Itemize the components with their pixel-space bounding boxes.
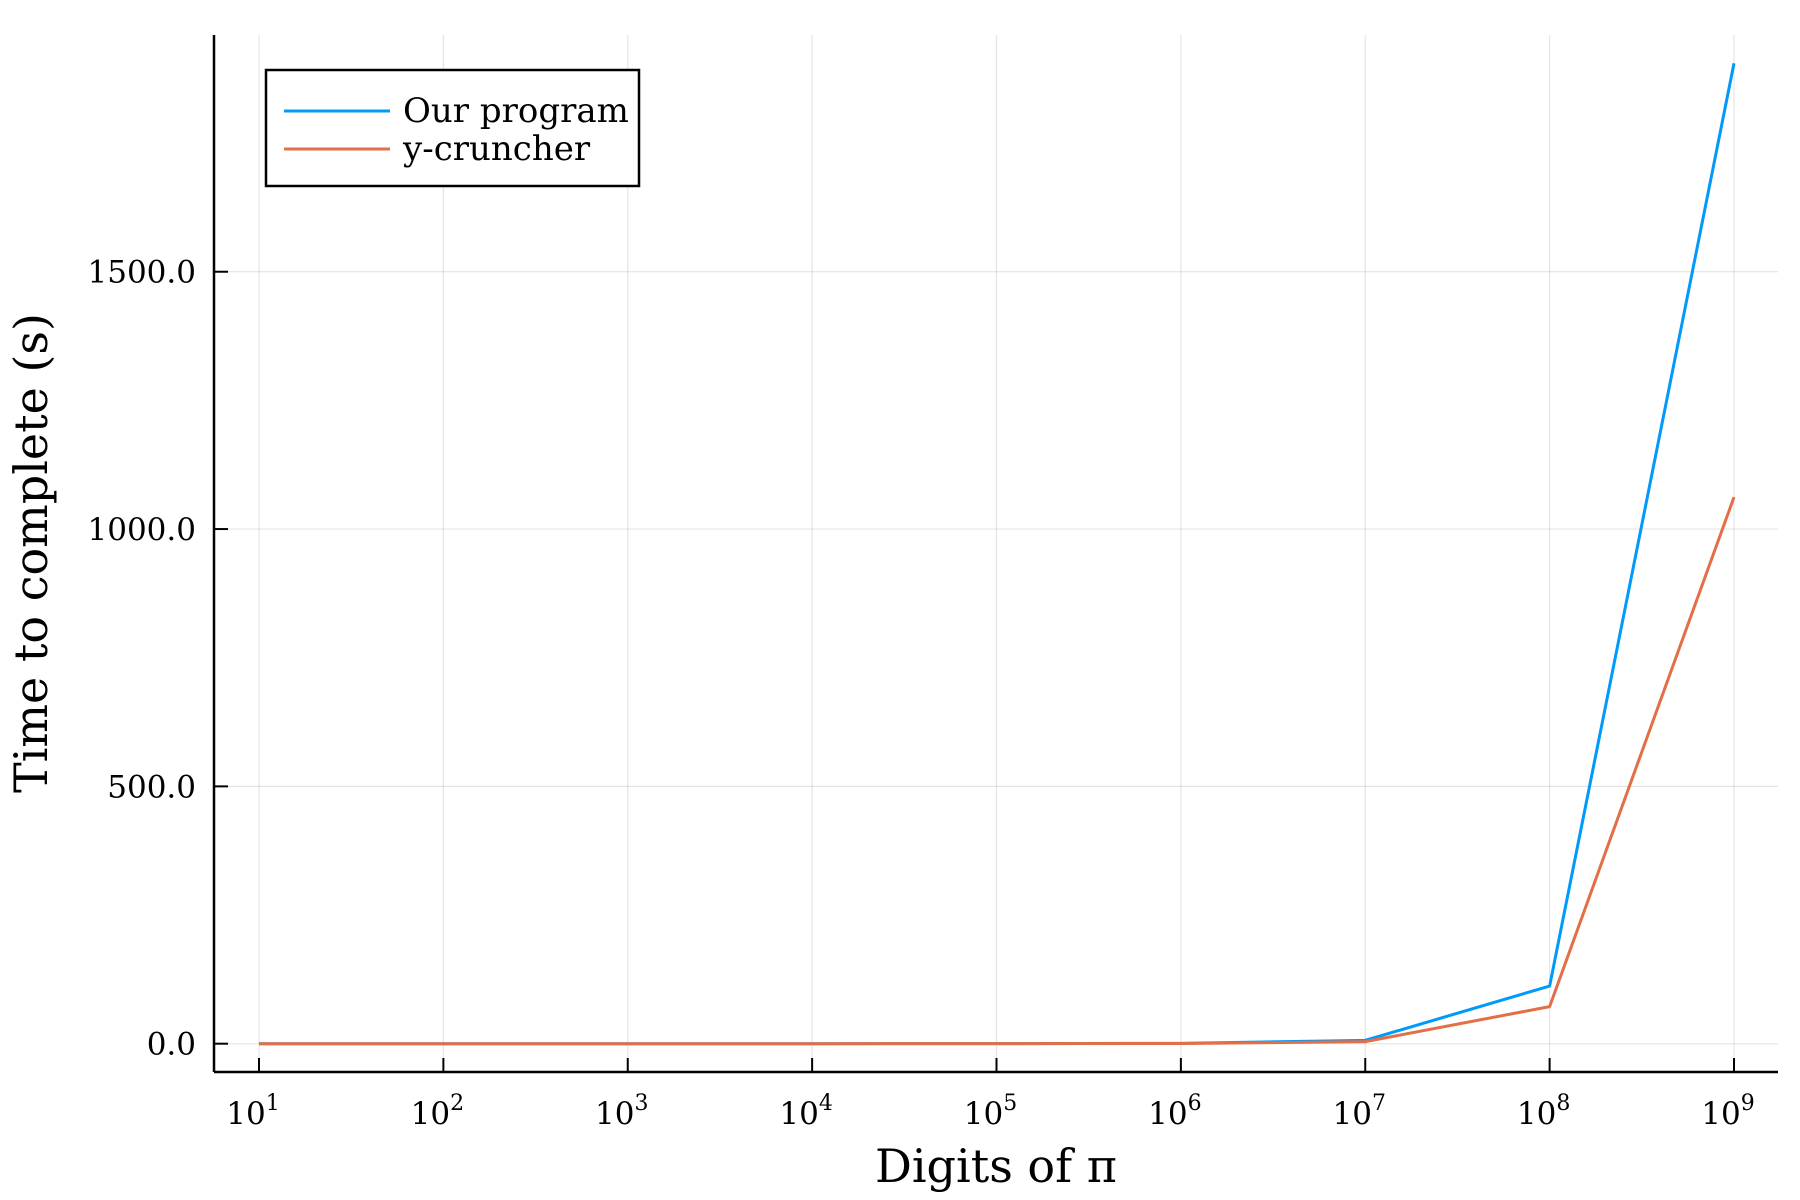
legend-label-y-cruncher: y-cruncher bbox=[402, 129, 591, 169]
x-tick-label: 101 bbox=[226, 1091, 279, 1132]
series-line-y-cruncher bbox=[259, 496, 1736, 1046]
x-tick-label: 109 bbox=[1701, 1091, 1754, 1132]
x-axis-title: Digits of π bbox=[875, 1139, 1117, 1193]
y-axis-title: Time to complete (s) bbox=[4, 313, 58, 793]
x-tick-label: 104 bbox=[779, 1091, 832, 1132]
x-tick-label: 107 bbox=[1333, 1091, 1386, 1132]
x-tick-label: 106 bbox=[1148, 1091, 1201, 1132]
y-tick-label: 500.0 bbox=[107, 769, 196, 805]
ticks: 101 102 103 104 105 106 107 108 109 0.0 500.0 1000.… bbox=[88, 255, 1755, 1132]
y-tick-label: 0.0 bbox=[147, 1027, 196, 1063]
legend: Our program y-cruncher bbox=[264, 68, 641, 188]
y-tick-label: 1500.0 bbox=[88, 255, 196, 291]
legend-box bbox=[264, 68, 641, 188]
legend-label-our-program: Our program bbox=[403, 91, 629, 131]
x-tick-label: 108 bbox=[1517, 1091, 1570, 1132]
grid bbox=[214, 35, 1778, 1072]
y-tick-label: 1000.0 bbox=[88, 512, 196, 548]
x-tick-label: 105 bbox=[964, 1091, 1017, 1132]
x-tick-label: 103 bbox=[595, 1091, 648, 1132]
series bbox=[259, 63, 1736, 1046]
x-tick-label: 102 bbox=[411, 1091, 464, 1132]
